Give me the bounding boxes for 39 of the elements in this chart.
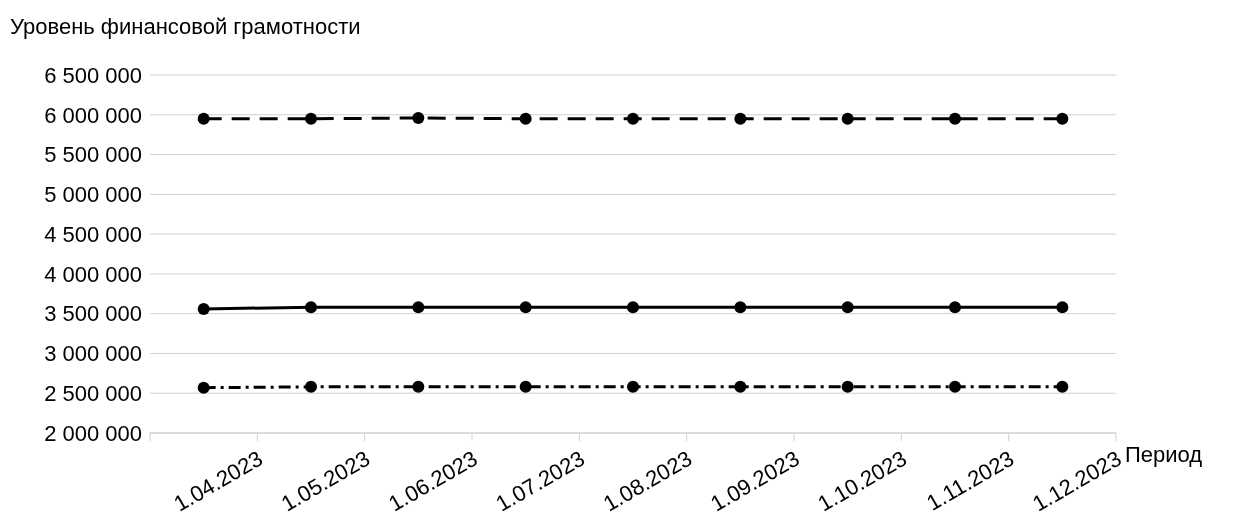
y-tick-label: 6 500 000 bbox=[44, 62, 142, 88]
point bbox=[1056, 380, 1069, 393]
x-axis-title: Период bbox=[1125, 442, 1203, 468]
y-tick-label: 5 000 000 bbox=[44, 182, 142, 208]
point bbox=[412, 111, 425, 124]
point bbox=[627, 380, 639, 393]
point bbox=[305, 301, 317, 314]
point bbox=[841, 112, 854, 125]
chart-title: Уровень финансовой грамотности bbox=[10, 14, 361, 40]
y-tick-label: 6 000 000 bbox=[44, 102, 142, 128]
point bbox=[412, 380, 425, 393]
y-tick-label: 2 000 000 bbox=[44, 420, 142, 446]
point bbox=[305, 380, 317, 393]
y-tick-label: 2 500 000 bbox=[44, 381, 142, 407]
point bbox=[519, 380, 532, 393]
point bbox=[519, 301, 532, 314]
point bbox=[1056, 301, 1069, 314]
point bbox=[197, 112, 210, 125]
y-tick-label: 4 000 000 bbox=[44, 261, 142, 287]
point bbox=[1056, 112, 1069, 125]
point bbox=[627, 301, 639, 314]
point bbox=[949, 301, 961, 314]
y-tick-label: 3 000 000 bbox=[44, 341, 142, 367]
point bbox=[734, 301, 747, 314]
y-tick-label: 3 500 000 bbox=[44, 301, 142, 327]
point bbox=[412, 301, 425, 314]
y-tick-label: 5 500 000 bbox=[44, 142, 142, 168]
point bbox=[627, 112, 639, 125]
point bbox=[841, 301, 854, 314]
point bbox=[197, 381, 210, 394]
point bbox=[197, 302, 210, 315]
point bbox=[734, 112, 747, 125]
point bbox=[949, 380, 961, 393]
point bbox=[305, 112, 317, 125]
point bbox=[949, 112, 961, 125]
point bbox=[734, 380, 747, 393]
point bbox=[841, 380, 854, 393]
y-tick-label: 4 500 000 bbox=[44, 221, 142, 247]
point bbox=[519, 112, 532, 125]
